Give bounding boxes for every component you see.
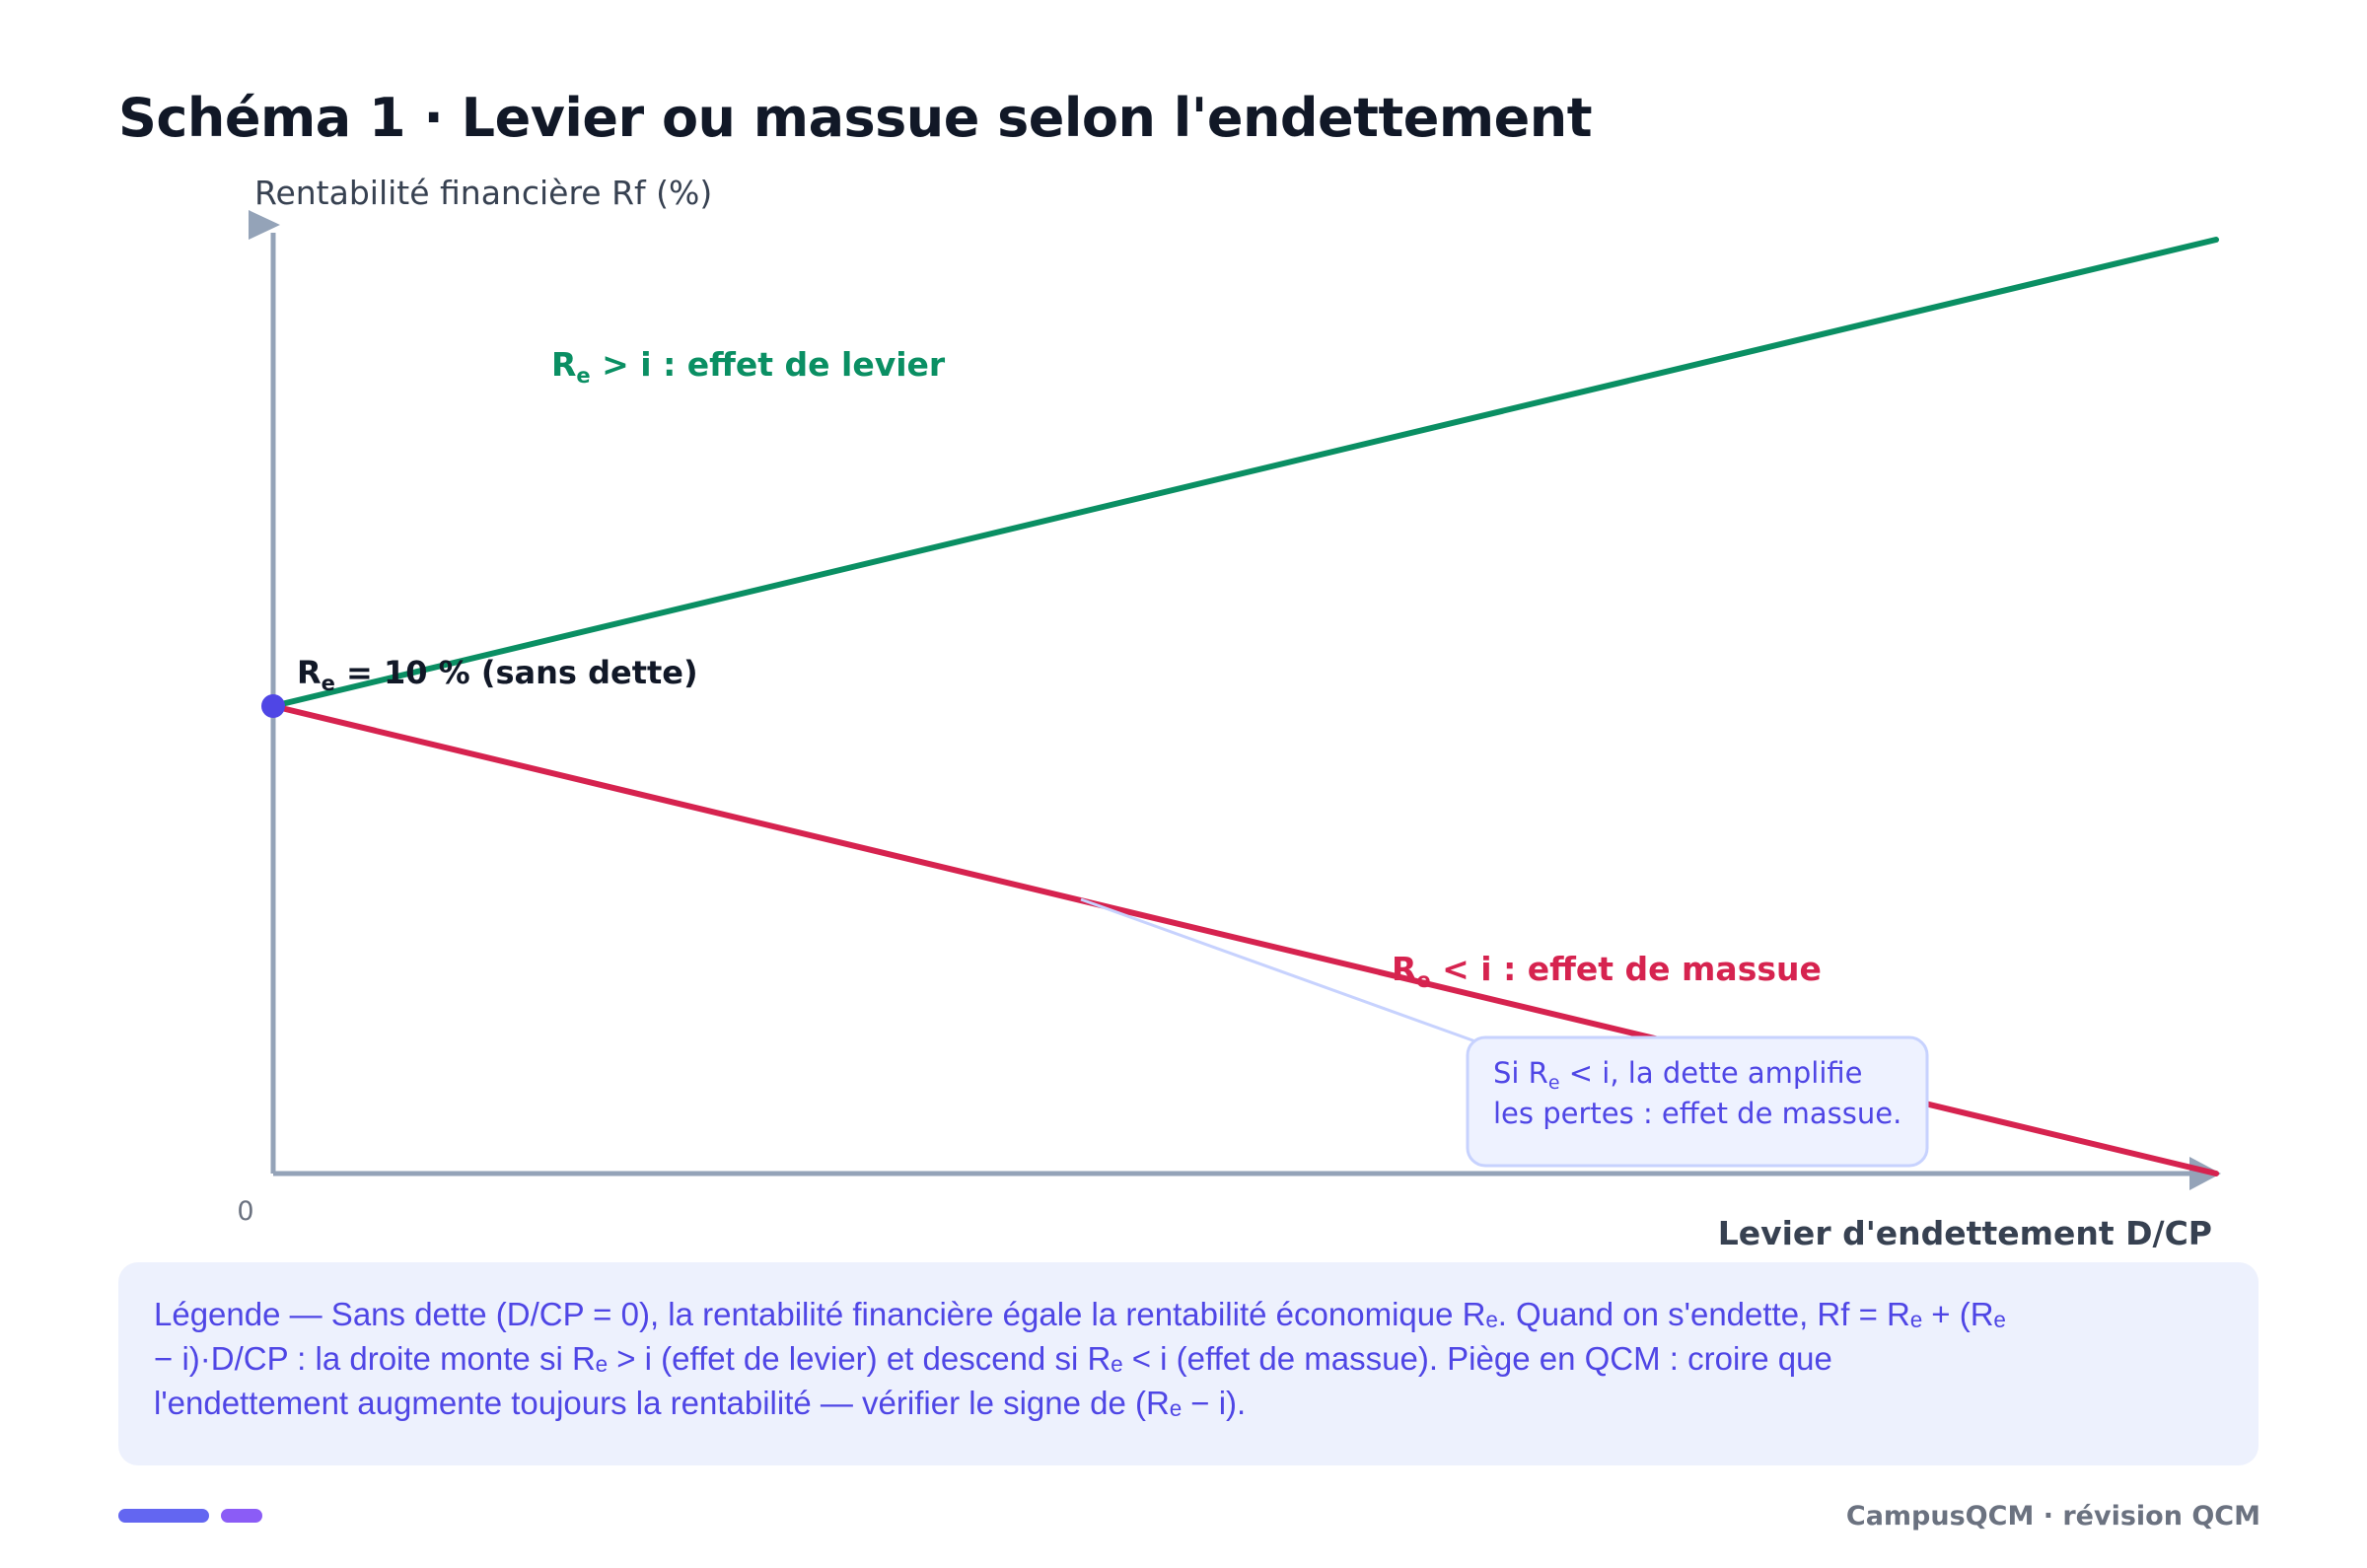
footer-accent-bar-primary — [118, 1509, 209, 1523]
origin-label: 0 — [237, 1196, 253, 1227]
club-label-rest: < i : effet de massue — [1431, 950, 1822, 988]
callout-line-1-post: < i, la dette amplifie — [1560, 1056, 1863, 1090]
callout-line-1: Si Re < i, la dette amplifie — [1493, 1056, 1863, 1094]
x-axis-label: Levier d'endettement D/CP — [1718, 1214, 2212, 1252]
callout-box — [1466, 1035, 1929, 1168]
leverage-line-label: Re > i : effet de levier — [551, 345, 946, 388]
leverage-label-rest: > i : effet de levier — [591, 345, 946, 384]
y-axis-label: Rentabilité financière Rf (%) — [254, 174, 712, 212]
callout-line-1-pre: Si R — [1493, 1056, 1548, 1090]
leverage-label-main: R — [551, 345, 576, 384]
leverage-line — [270, 237, 2219, 709]
legend-box: Légende — Sans dette (D/CP = 0), la rent… — [118, 1262, 2259, 1465]
start-point-label-main: R — [297, 654, 322, 691]
club-label-main: R — [1392, 950, 1416, 988]
footer-accent-bar-secondary — [221, 1509, 262, 1523]
start-point-label-sub: e — [322, 672, 335, 695]
start-point-label-rest: = 10 % (sans dette) — [335, 654, 698, 691]
start-point-label: Re = 10 % (sans dette) — [297, 654, 698, 695]
start-point — [261, 694, 285, 718]
footer-brand: CampusQCM · révision QCM — [1845, 1501, 2260, 1532]
page-title: Schéma 1 · Levier ou massue selon l'ende… — [118, 87, 1593, 149]
club-label-sub: e — [1416, 968, 1430, 992]
callout-pointer — [1080, 897, 1476, 1043]
club-line-label: Re < i : effet de massue — [1392, 950, 1822, 992]
callout-line-1-sub: e — [1548, 1072, 1560, 1094]
leverage-label-sub: e — [576, 364, 590, 388]
y-axis-arrow — [249, 210, 280, 240]
legend-text: Légende — Sans dette (D/CP = 0), la rent… — [154, 1296, 2006, 1421]
callout-line-2: les pertes : effet de massue. — [1493, 1097, 1901, 1130]
